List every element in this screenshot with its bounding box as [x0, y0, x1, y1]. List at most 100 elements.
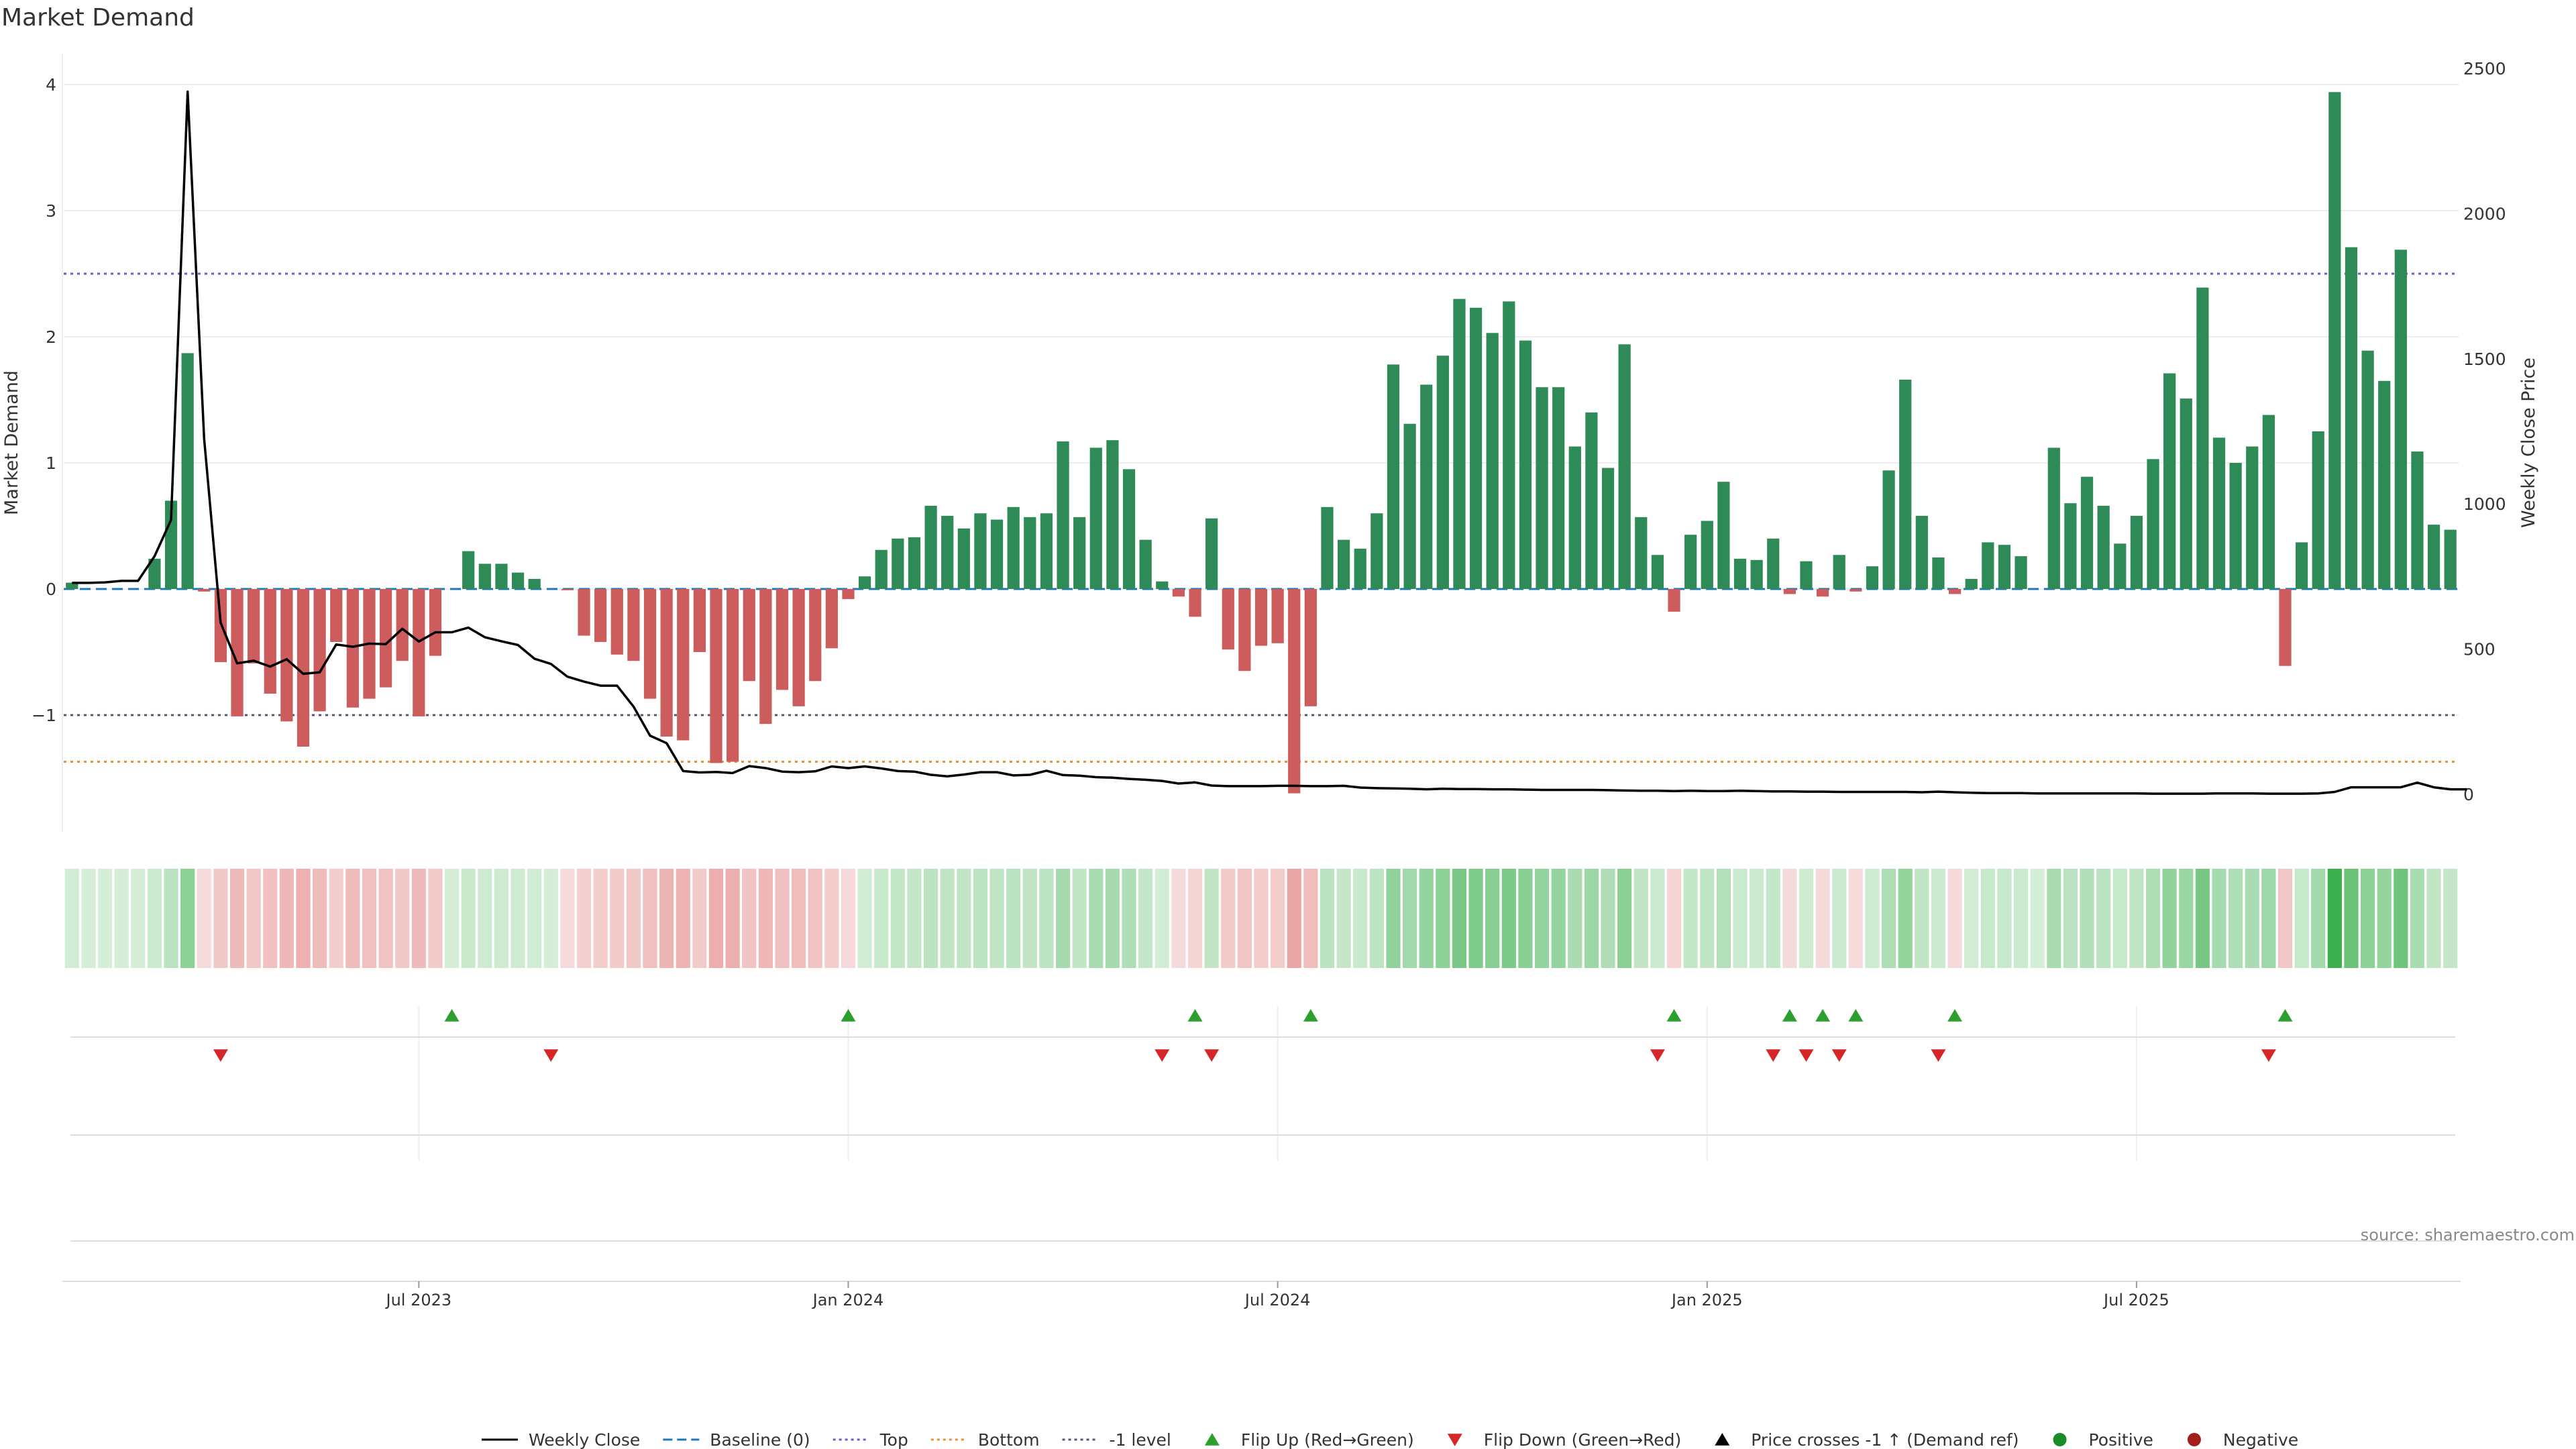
heat-cell — [2229, 869, 2243, 968]
heat-cell — [1815, 869, 1830, 968]
flip-up-marker — [1666, 1009, 1682, 1022]
demand-bar — [743, 589, 755, 682]
heat-cell — [2277, 869, 2293, 968]
flip-up-marker — [841, 1009, 856, 1022]
legend-label: Price crosses -1 ↑ (Demand ref) — [1751, 1430, 2019, 1449]
legend-label: Bottom — [978, 1430, 1040, 1449]
heat-cell — [610, 869, 625, 968]
heat-cell — [2212, 869, 2226, 968]
demand-bar — [561, 589, 574, 590]
heat-cell — [2013, 869, 2029, 968]
heat-cell — [1271, 869, 1285, 968]
demand-bar — [264, 589, 276, 694]
heat-cell — [1964, 869, 1979, 968]
demand-bar — [2295, 542, 2308, 589]
demand-bar — [198, 589, 211, 592]
heat-cell — [1617, 869, 1632, 968]
heat-cell — [1039, 869, 1054, 968]
heat-cell — [97, 869, 113, 968]
flip-down-marker — [1799, 1049, 1814, 1062]
demand-bar — [2163, 373, 2176, 589]
heat-cell — [1898, 869, 1913, 968]
demand-bar — [1684, 535, 1697, 589]
heat-cell — [2129, 869, 2144, 968]
heat-cell — [527, 869, 542, 968]
chart-title: Market Demand — [1, 4, 195, 32]
legend-item: Bottom — [930, 1430, 1040, 1449]
demand-bar — [511, 572, 525, 589]
heat-cell — [2426, 869, 2441, 968]
legend-swatch — [1204, 1433, 1220, 1446]
demand-bar — [1899, 379, 1912, 589]
demand-bar — [2229, 463, 2242, 589]
legend-label: -1 level — [1110, 1430, 1171, 1449]
heat-cell — [1601, 869, 1615, 968]
heat-cell — [957, 869, 971, 968]
heat-cell — [708, 869, 724, 968]
demand-bar — [1354, 548, 1366, 589]
demand-bar — [2444, 529, 2457, 589]
flip-up-marker — [1303, 1009, 1318, 1022]
heat-cell — [824, 869, 839, 968]
heat-cell — [229, 869, 245, 968]
demand-bar — [1189, 589, 1201, 617]
heat-cell — [874, 869, 889, 968]
heat-cell — [313, 869, 327, 968]
heat-cell — [2047, 869, 2061, 968]
heat-cell — [1750, 869, 1764, 968]
demand-bar — [478, 564, 491, 589]
demand-bar — [1387, 364, 1400, 589]
demand-bar — [941, 515, 954, 589]
demand-bar — [1568, 446, 1581, 589]
demand-bar — [1371, 513, 1383, 589]
demand-bar — [842, 589, 855, 600]
y-right-tick-label: 2500 — [2463, 59, 2506, 78]
demand-bar — [1800, 561, 1813, 589]
y-right-tick-label: 0 — [2463, 785, 2474, 804]
heat-cell — [2245, 869, 2259, 968]
demand-bar — [1651, 555, 1664, 589]
demand-bar — [1089, 447, 1102, 589]
heat-cell — [378, 869, 393, 968]
demand-bar — [2427, 525, 2440, 589]
y-axis-left-label: Market Demand — [1, 370, 22, 515]
demand-bar — [2180, 398, 2192, 589]
heat-cell — [742, 869, 757, 968]
heat-cell — [1452, 869, 1467, 968]
flip-up-marker — [2277, 1009, 2293, 1022]
heat-cell — [1353, 869, 1368, 968]
demand-bar — [693, 589, 706, 652]
heat-cell — [81, 869, 96, 968]
demand-bar — [66, 582, 78, 589]
heat-cell — [478, 869, 492, 968]
heat-cell — [1865, 869, 1880, 968]
demand-bar — [2130, 515, 2143, 589]
heat-cell — [2377, 869, 2392, 968]
flip-up-marker — [1848, 1009, 1864, 1022]
demand-bar — [1519, 340, 1532, 589]
demand-bar — [2279, 589, 2292, 666]
demand-bar — [1701, 521, 1713, 589]
demand-bar — [1866, 566, 1879, 589]
legend-item: Flip Down (Green→Red) — [1447, 1430, 1681, 1449]
heat-cell — [64, 869, 79, 968]
demand-bar — [1321, 506, 1334, 589]
heat-cell — [973, 869, 988, 968]
demand-bar — [1668, 589, 1680, 612]
flip-down-marker — [1155, 1049, 1170, 1062]
demand-bar — [1948, 589, 1962, 594]
demand-bar — [1618, 344, 1631, 589]
demand-bar — [2015, 556, 2027, 589]
demand-bar — [1469, 307, 1483, 589]
demand-bar — [1453, 299, 1466, 589]
heat-cell — [626, 869, 641, 968]
demand-bar — [1403, 423, 1416, 589]
heat-cell — [1650, 869, 1665, 968]
weekly-close-line — [72, 90, 2467, 795]
demand-bar — [2114, 543, 2127, 589]
demand-bar — [148, 558, 161, 589]
demand-bar — [164, 500, 178, 589]
heat-cell — [2360, 869, 2375, 968]
heat-cell — [197, 869, 211, 968]
heat-cell — [1436, 869, 1450, 968]
